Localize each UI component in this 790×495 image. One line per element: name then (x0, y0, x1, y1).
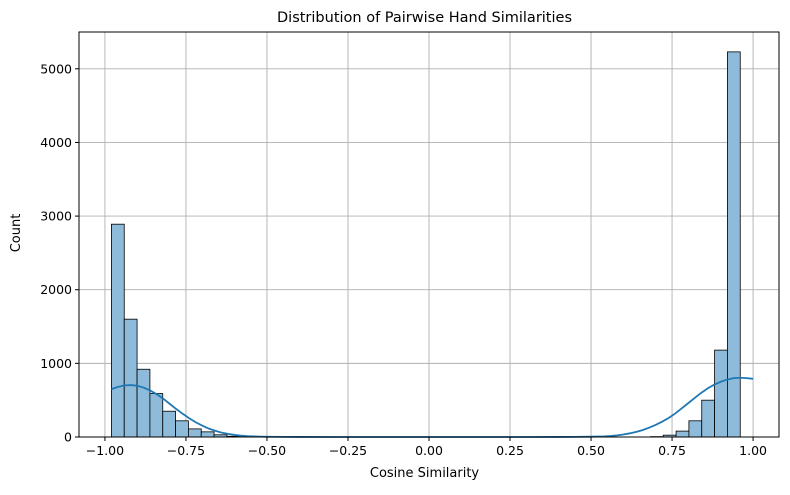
y-tick-label: 2000 (40, 282, 72, 297)
y-tick-label: 3000 (40, 209, 72, 224)
histogram-bar (111, 224, 124, 437)
y-axis-label: Count (9, 214, 24, 253)
x-tick-label: 1.00 (739, 443, 767, 458)
x-tick-label: 0.00 (415, 443, 443, 458)
x-axis-label: Cosine Similarity (370, 466, 480, 481)
histogram-bar (689, 421, 702, 437)
x-tick-label: 0.75 (658, 443, 686, 458)
axes (75, 32, 779, 441)
grid (79, 32, 779, 437)
x-tick-label: 0.50 (577, 443, 605, 458)
histogram-bar (201, 432, 214, 437)
y-tick-label: 0 (64, 430, 72, 445)
histogram-bar (124, 319, 137, 437)
histogram-bar (163, 411, 176, 437)
histogram-bars (111, 52, 740, 437)
x-tick-label: 0.25 (496, 443, 524, 458)
x-tick-label: −0.25 (329, 443, 367, 458)
x-tick-label: −0.50 (248, 443, 286, 458)
x-tick-label: −1.00 (86, 443, 124, 458)
histogram-bar (176, 421, 189, 437)
kde-curve-layer (111, 378, 753, 437)
kde-curve (111, 378, 753, 437)
y-tick-label: 4000 (40, 135, 72, 150)
chart-title: Distribution of Pairwise Hand Similariti… (277, 10, 572, 26)
histogram-bar (150, 394, 163, 437)
histogram-bar (137, 369, 150, 437)
histogram-bar (715, 350, 728, 437)
x-tick-label: −0.75 (167, 443, 205, 458)
y-tick-label: 1000 (40, 356, 72, 371)
histogram-bar (702, 400, 715, 437)
y-tick-label: 5000 (40, 61, 72, 76)
histogram-bar (188, 429, 201, 437)
histogram-bar (676, 431, 689, 437)
